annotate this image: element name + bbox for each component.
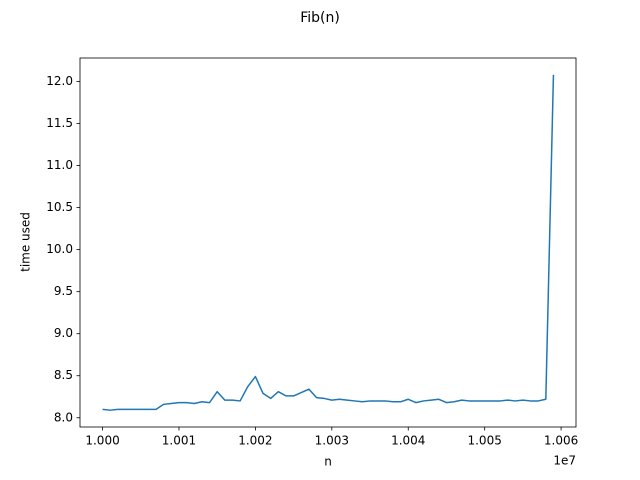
y-tick-label: 11.5 <box>46 116 73 130</box>
y-tick-label: 8.5 <box>54 368 73 382</box>
x-tick-label: 1.006 <box>544 434 578 448</box>
y-tick-label: 10.5 <box>46 200 73 214</box>
y-tick-label: 8.0 <box>54 410 73 424</box>
chart-title: Fib(n) <box>300 10 340 26</box>
y-tick-label: 10.0 <box>46 242 73 256</box>
y-axis-label: time used <box>19 212 33 272</box>
y-tick-label: 12.0 <box>46 74 73 88</box>
x-tick-label: 1.001 <box>162 434 196 448</box>
plot-frame <box>79 57 577 428</box>
x-axis-label: n <box>324 455 332 469</box>
x-tick-label: 1.002 <box>238 434 272 448</box>
x-offset-label: 1e7 <box>553 454 576 468</box>
y-tick-label: 9.0 <box>54 326 73 340</box>
x-tick-label: 1.003 <box>315 434 349 448</box>
x-tick-label: 1.005 <box>467 434 501 448</box>
x-tick-label: 1.004 <box>391 434 425 448</box>
data-line <box>102 74 555 411</box>
y-tick-label: 11.0 <box>46 158 73 172</box>
y-tick-label: 9.5 <box>54 284 73 298</box>
x-tick-label: 1.000 <box>85 434 119 448</box>
